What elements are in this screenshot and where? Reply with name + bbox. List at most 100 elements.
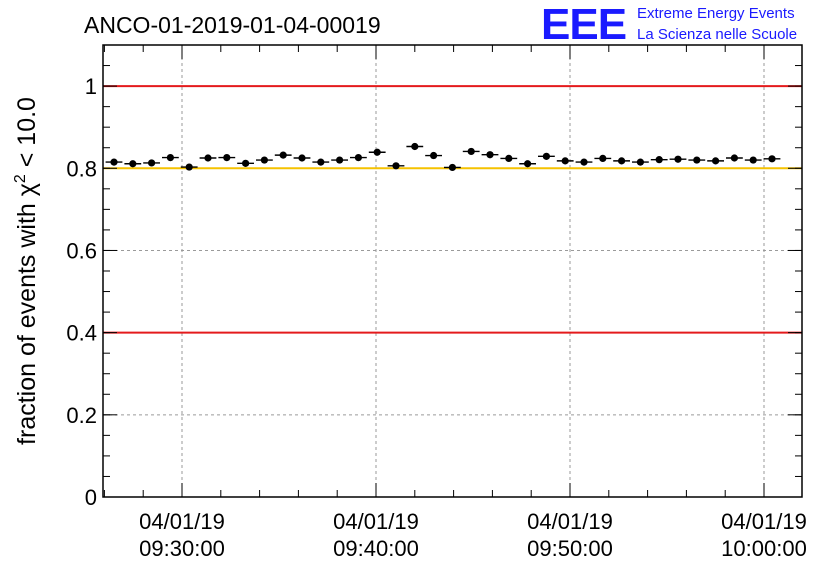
data-point-marker xyxy=(204,154,212,162)
data-point-marker xyxy=(430,151,438,160)
x-tick-date: 04/01/19 xyxy=(139,509,225,534)
data-point-marker xyxy=(749,156,757,164)
x-tick-date: 04/01/19 xyxy=(333,509,419,534)
data-point-marker xyxy=(148,159,156,167)
data-point-marker xyxy=(655,156,663,164)
grid-layer xyxy=(103,45,802,497)
data-point-marker xyxy=(317,158,325,166)
data-point xyxy=(293,154,311,162)
data-point-marker xyxy=(486,151,494,159)
data-point xyxy=(763,155,781,163)
data-point xyxy=(143,159,160,167)
data-point xyxy=(707,157,724,165)
data-point-marker xyxy=(392,162,400,170)
plot-frame xyxy=(102,44,803,498)
x-tick-time: 09:40:00 xyxy=(333,536,419,561)
data-point xyxy=(500,154,518,163)
data-point-marker xyxy=(542,152,551,160)
data-point xyxy=(180,163,198,171)
data-point xyxy=(237,159,254,167)
data-point-marker xyxy=(129,160,137,168)
x-tick-time: 09:50:00 xyxy=(527,536,613,561)
data-point-marker xyxy=(242,159,250,167)
data-point xyxy=(274,151,292,159)
data-point xyxy=(519,160,536,168)
y-tick-label: 0 xyxy=(85,485,97,510)
y-tick-label: 0.4 xyxy=(66,321,97,346)
logo-line-1: Extreme Energy Events xyxy=(637,5,795,22)
data-point-marker xyxy=(336,156,344,164)
data-point xyxy=(162,153,179,162)
y-axis-label-sup: 2 xyxy=(12,174,29,183)
data-point-marker xyxy=(505,154,513,163)
data-point xyxy=(481,151,499,159)
x-tick-date: 04/01/19 xyxy=(721,509,807,534)
reference-lines xyxy=(103,85,802,334)
data-point xyxy=(650,156,668,164)
data-point xyxy=(350,153,367,162)
data-point-marker xyxy=(354,153,362,162)
data-point-marker xyxy=(580,158,588,166)
data-point xyxy=(331,156,348,164)
data-point-marker xyxy=(260,156,268,164)
data-point-marker xyxy=(768,155,776,163)
data-point-marker xyxy=(618,157,626,165)
logo-letters: EEE xyxy=(541,0,626,49)
data-point xyxy=(368,148,386,156)
data-point xyxy=(613,157,630,165)
data-point xyxy=(744,156,762,164)
data-point xyxy=(575,158,593,166)
data-point xyxy=(105,158,123,166)
data-point xyxy=(594,154,612,163)
data-point-marker xyxy=(411,142,419,151)
x-tick-date: 04/01/19 xyxy=(527,509,613,534)
y-axis-label-suffix: < 10.0 xyxy=(13,97,41,174)
data-point xyxy=(199,154,217,162)
data-point xyxy=(669,155,687,163)
data-point-marker xyxy=(693,156,701,164)
data-point xyxy=(387,162,405,170)
data-point-marker xyxy=(110,158,118,166)
axes: 00.20.40.60.8104/01/1909:30:0004/01/1909… xyxy=(66,44,807,561)
logo-line-2: La Scienza nelle Scuole xyxy=(637,26,797,43)
x-tick-time: 09:30:00 xyxy=(139,536,225,561)
data-point-marker xyxy=(712,157,720,165)
data-point-marker xyxy=(467,147,475,156)
y-tick-label: 0.6 xyxy=(66,238,97,263)
y-axis-label-chi: χ xyxy=(13,183,41,196)
data-point xyxy=(124,160,142,168)
y-tick-label: 0.8 xyxy=(66,156,97,181)
data-point-marker xyxy=(373,148,381,156)
data-point-marker xyxy=(223,153,231,162)
data-point xyxy=(444,163,461,172)
data-point xyxy=(406,142,424,151)
data-point xyxy=(462,147,480,156)
data-points xyxy=(105,142,781,172)
data-point xyxy=(726,154,743,162)
y-axis-label: fraction of events with χ2 < 10.0 xyxy=(12,97,41,445)
data-point xyxy=(218,153,236,162)
y-axis-label-prefix: fraction of events with xyxy=(13,196,41,445)
data-point xyxy=(312,158,330,166)
data-point xyxy=(632,158,649,166)
y-tick-label: 0.2 xyxy=(66,403,97,428)
data-point-marker xyxy=(524,160,532,168)
data-point-marker xyxy=(185,163,193,171)
eee-logo: EEE Extreme Energy Events La Scienza nel… xyxy=(541,0,797,49)
data-point xyxy=(688,156,706,164)
y-tick-label: 1 xyxy=(85,74,97,99)
x-tick-time: 10:00:00 xyxy=(721,536,807,561)
data-point-marker xyxy=(674,155,682,163)
data-point-marker xyxy=(298,154,306,162)
chart-title: ANCO-01-2019-01-04-00019 xyxy=(84,12,381,38)
data-point xyxy=(556,157,574,165)
data-point-marker xyxy=(561,157,569,165)
data-point-marker xyxy=(636,158,645,166)
data-point xyxy=(538,152,555,160)
data-point-marker xyxy=(730,154,739,162)
data-point-marker xyxy=(279,151,287,159)
data-point-marker xyxy=(166,153,174,162)
data-point xyxy=(425,151,442,160)
data-point-marker xyxy=(599,154,607,163)
